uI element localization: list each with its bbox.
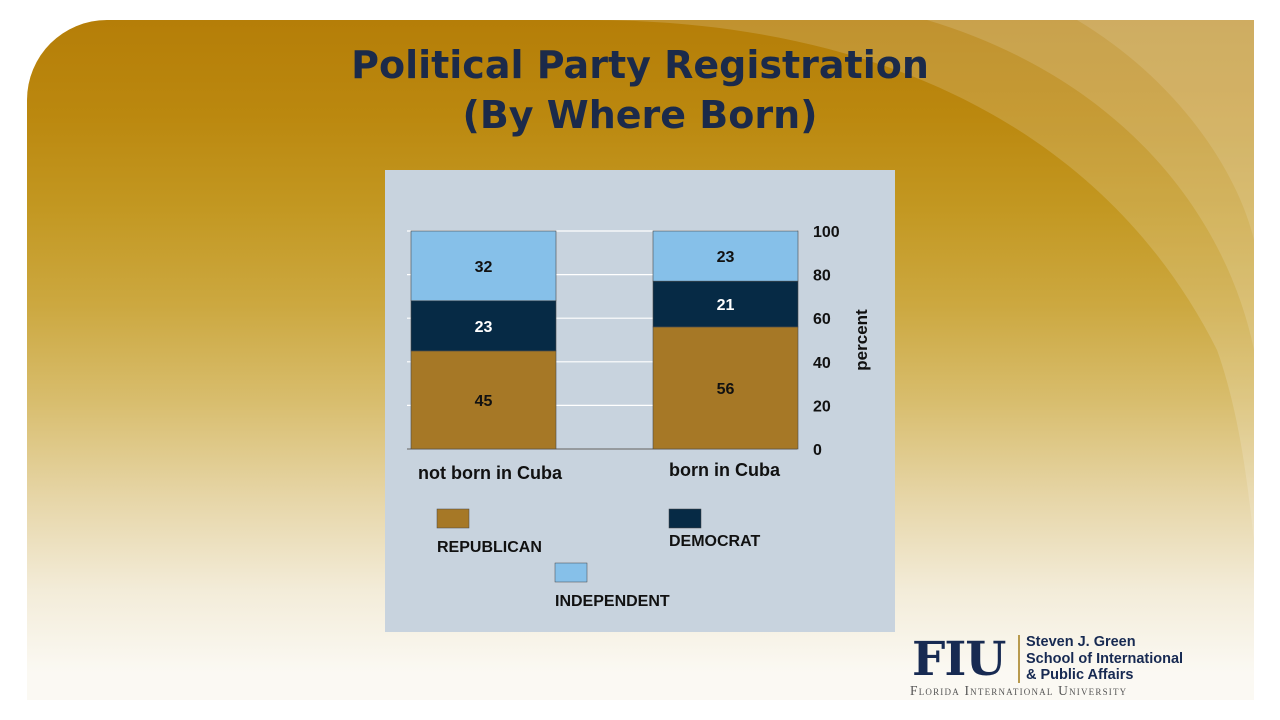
bars: [410, 230, 799, 450]
logo-divider: [1018, 635, 1020, 683]
category-label: born in Cuba: [669, 460, 781, 480]
fiu-logo-mark: FIU: [912, 632, 1006, 687]
legend-swatch-republican: [436, 508, 470, 529]
y-tick-label: 40: [813, 355, 831, 372]
y-tick-label: 80: [813, 268, 831, 285]
legend-label-democrat: DEMOCRAT: [669, 533, 760, 550]
school-name-line2: School of International: [1026, 650, 1184, 667]
slide-title: Political Party Registration (By Where B…: [0, 40, 1280, 140]
bar-segment-democrat: [652, 280, 799, 328]
legend-label-republican: REPUBLICAN: [437, 539, 542, 556]
slide-title-line2: (By Where Born): [462, 93, 818, 137]
y-tick-label: 100: [813, 224, 840, 241]
y-tick-label: 60: [813, 311, 831, 328]
background-swoosh: [587, 20, 1254, 540]
legend-label-independent: INDEPENDENT: [555, 593, 670, 610]
y-axis: 0 20 40 60 80 100 percent: [813, 224, 871, 459]
school-name-line1: Steven J. Green: [1026, 634, 1136, 650]
data-label: 23: [717, 249, 735, 266]
y-axis-title: percent: [852, 309, 871, 371]
y-tick-label: 0: [813, 442, 822, 459]
bar-segment-republican: [410, 350, 557, 450]
y-tick-label: 20: [813, 398, 831, 415]
slide-title-line1: Political Party Registration: [351, 43, 929, 87]
legend-swatch-independent: [554, 562, 588, 583]
bar-segment-democrat: [410, 300, 557, 352]
legend-swatch-democrat: [668, 508, 702, 529]
school-name: Steven J. Green School of International …: [1026, 634, 1183, 684]
data-label: 56: [717, 381, 735, 398]
chart-panel: 45 23 32 56 21 23 0 20 40 60 80 100 percent not bor…: [385, 170, 895, 632]
data-label: 23: [475, 319, 493, 336]
university-name: Florida International University: [910, 683, 1128, 698]
data-label: 21: [717, 297, 735, 314]
x-axis-categories: not born in Cuba born in Cuba: [418, 460, 781, 483]
legend: REPUBLICAN DEMOCRAT INDEPENDENT: [436, 508, 760, 610]
stacked-bar-chart: 45 23 32 56 21 23 0 20 40 60 80 100 percent not bor…: [407, 224, 871, 610]
school-name-line3: & Public Affairs: [1026, 667, 1134, 683]
bar-segment-republican: [652, 326, 799, 450]
fiu-logo: FIU Steven J. Green School of Internatio…: [910, 633, 1210, 703]
data-label: 45: [475, 393, 493, 410]
bar-segment-independent: [410, 230, 557, 302]
data-labels: 45 23 32 56 21 23: [475, 249, 735, 410]
category-label: not born in Cuba: [418, 463, 563, 483]
bar-segment-independent: [652, 230, 799, 282]
data-label: 32: [475, 259, 493, 276]
